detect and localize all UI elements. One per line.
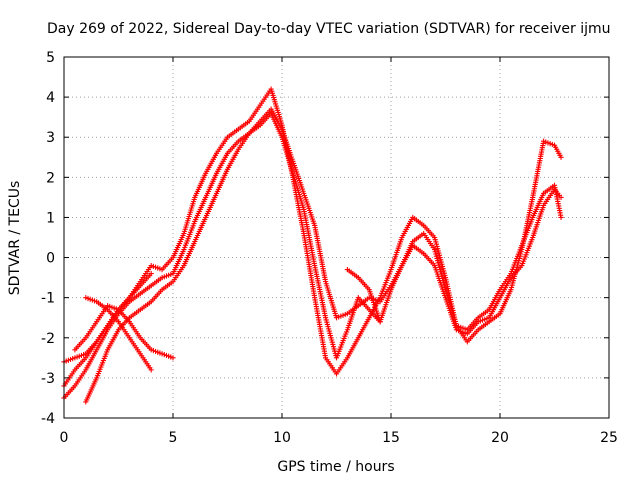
plot-frame <box>63 56 610 419</box>
data-point <box>558 154 564 160</box>
chart-title: Day 269 of 2022, Sidereal Day-to-day VTE… <box>47 21 611 37</box>
data-point <box>148 367 154 373</box>
y-axis-label: SDTVAR / TECUs <box>7 181 23 296</box>
y-tick-label: 1 <box>46 210 55 226</box>
data-point <box>558 214 564 221</box>
axis-ticks: 0 5 10 15 20 25 -4 -3 -2 -1 0 1 2 3 4 5 <box>41 50 618 446</box>
y-tick-label: 2 <box>46 170 55 186</box>
y-tick-label: -2 <box>41 331 55 347</box>
x-tick-label: 0 <box>60 430 69 446</box>
y-tick-label: 4 <box>46 90 55 106</box>
x-axis-label: GPS time / hours <box>277 459 394 475</box>
y-tick-label: 0 <box>46 251 55 267</box>
data-marks <box>61 86 564 405</box>
y-tick-label: -1 <box>41 291 55 307</box>
x-tick-label: 15 <box>382 430 400 446</box>
x-tick-label: 20 <box>491 430 509 446</box>
grid-lines <box>64 57 609 418</box>
x-tick-label: 25 <box>600 430 618 446</box>
data-point <box>170 355 176 361</box>
x-tick-label: 5 <box>169 430 178 446</box>
y-tick-label: -4 <box>41 411 55 427</box>
y-tick-label: -3 <box>41 371 55 387</box>
x-tick-label: 10 <box>273 430 291 446</box>
y-tick-label: 3 <box>46 130 55 146</box>
data-point <box>148 271 154 277</box>
data-point <box>558 194 564 200</box>
data-point <box>377 319 383 325</box>
y-tick-label: 5 <box>46 50 55 66</box>
